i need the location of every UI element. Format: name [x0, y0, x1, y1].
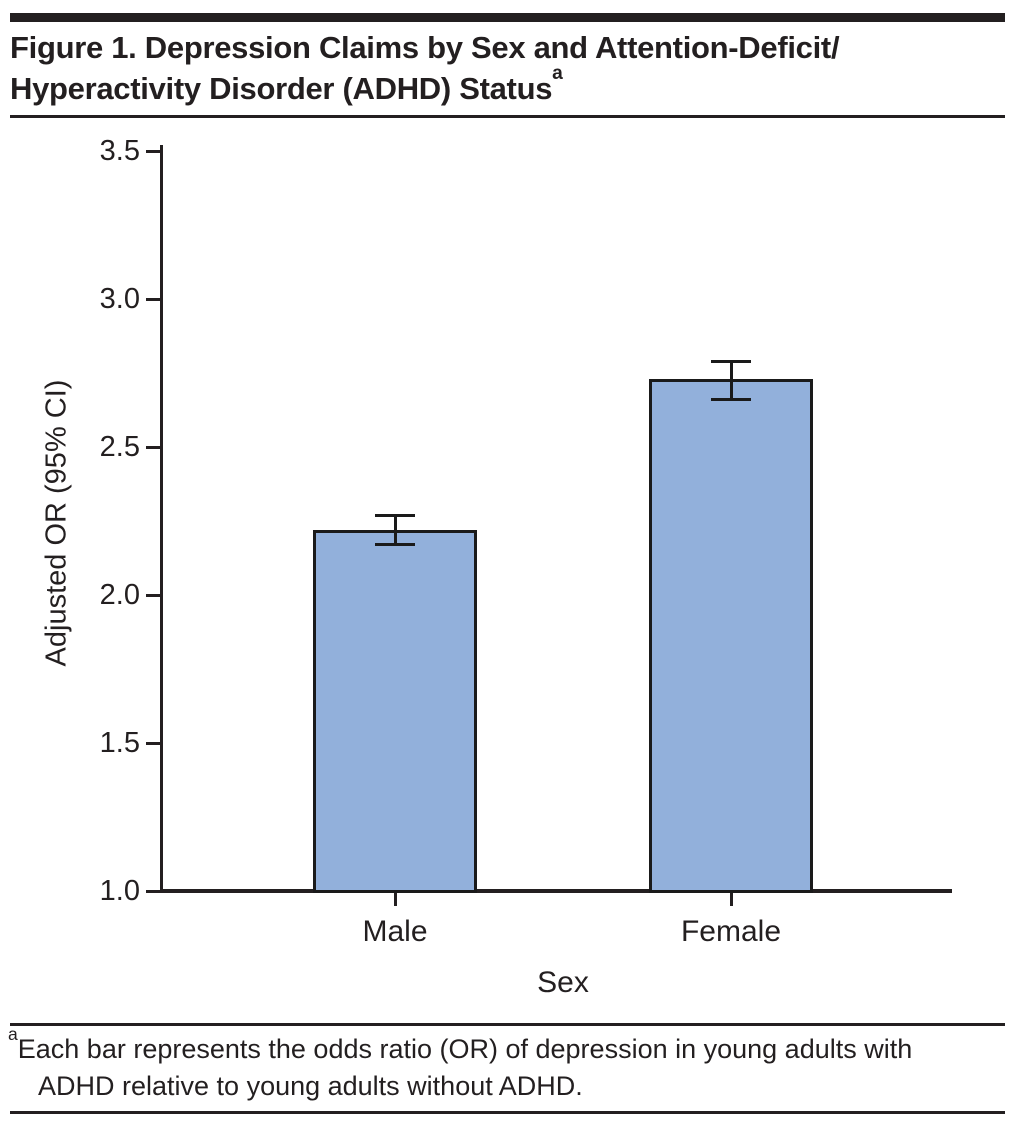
y-axis-tick: [146, 446, 162, 449]
error-bar-line-female: [730, 361, 733, 400]
figure-title-line2-text: Hyperactivity Disorder (ADHD) Status: [10, 71, 553, 106]
y-axis-line: [160, 145, 163, 893]
y-axis-tick: [146, 890, 162, 893]
y-axis-title: Adjusted OR (95% CI): [40, 379, 73, 667]
error-bar-cap-low-male: [375, 543, 415, 546]
figure-title-line2: Hyperactivity Disorder (ADHD) Statusa: [10, 64, 839, 109]
footnote-line2: ADHD relative to young adults without AD…: [38, 1071, 583, 1101]
y-axis-tick-label: 3.5: [99, 135, 140, 167]
x-axis-line: [160, 889, 952, 893]
x-axis-title: Sex: [537, 966, 589, 999]
x-axis-tick-female: [730, 893, 733, 906]
y-axis-tick-label: 1.5: [99, 727, 140, 759]
footnote-line1-text: Each bar represents the odds ratio (OR) …: [17, 1034, 913, 1064]
error-bar-cap-low-female: [711, 398, 751, 401]
y-axis-tick: [146, 594, 162, 597]
y-axis-tick-label: 2.5: [99, 431, 140, 463]
x-category-label-female: Female: [680, 915, 782, 948]
x-axis-tick-male: [394, 893, 397, 906]
error-bar-cap-high-male: [375, 514, 415, 517]
y-axis-tick-label: 2.0: [99, 579, 140, 611]
bar-male: [313, 530, 477, 893]
figure-top-rule: [10, 13, 1005, 22]
footnote: aEach bar represents the odds ratio (OR)…: [8, 1025, 1008, 1105]
error-bar-cap-high-female: [711, 360, 751, 363]
footnote-bottom-rule: [10, 1111, 1005, 1114]
figure-title-line1: Figure 1. Depression Claims by Sex and A…: [10, 30, 840, 65]
y-axis-tick: [146, 298, 162, 301]
figure-title: Figure 1. Depression Claims by Sex and A…: [10, 27, 840, 109]
y-axis-tick-label: 1.0: [99, 875, 140, 907]
error-bar-line-male: [394, 515, 397, 545]
title-divider-rule: [10, 115, 1005, 118]
bar-female: [649, 379, 813, 893]
y-axis-tick-label: 3.0: [99, 283, 140, 315]
x-category-label-male: Male: [362, 915, 428, 948]
footnote-line1: aEach bar represents the odds ratio (OR)…: [8, 1025, 1008, 1068]
footnote-marker: a: [8, 1024, 18, 1045]
figure-title-footnote-marker: a: [552, 63, 563, 85]
footnote-top-rule: [10, 1023, 1005, 1026]
y-axis-tick: [146, 742, 162, 745]
y-axis-tick: [146, 150, 162, 153]
